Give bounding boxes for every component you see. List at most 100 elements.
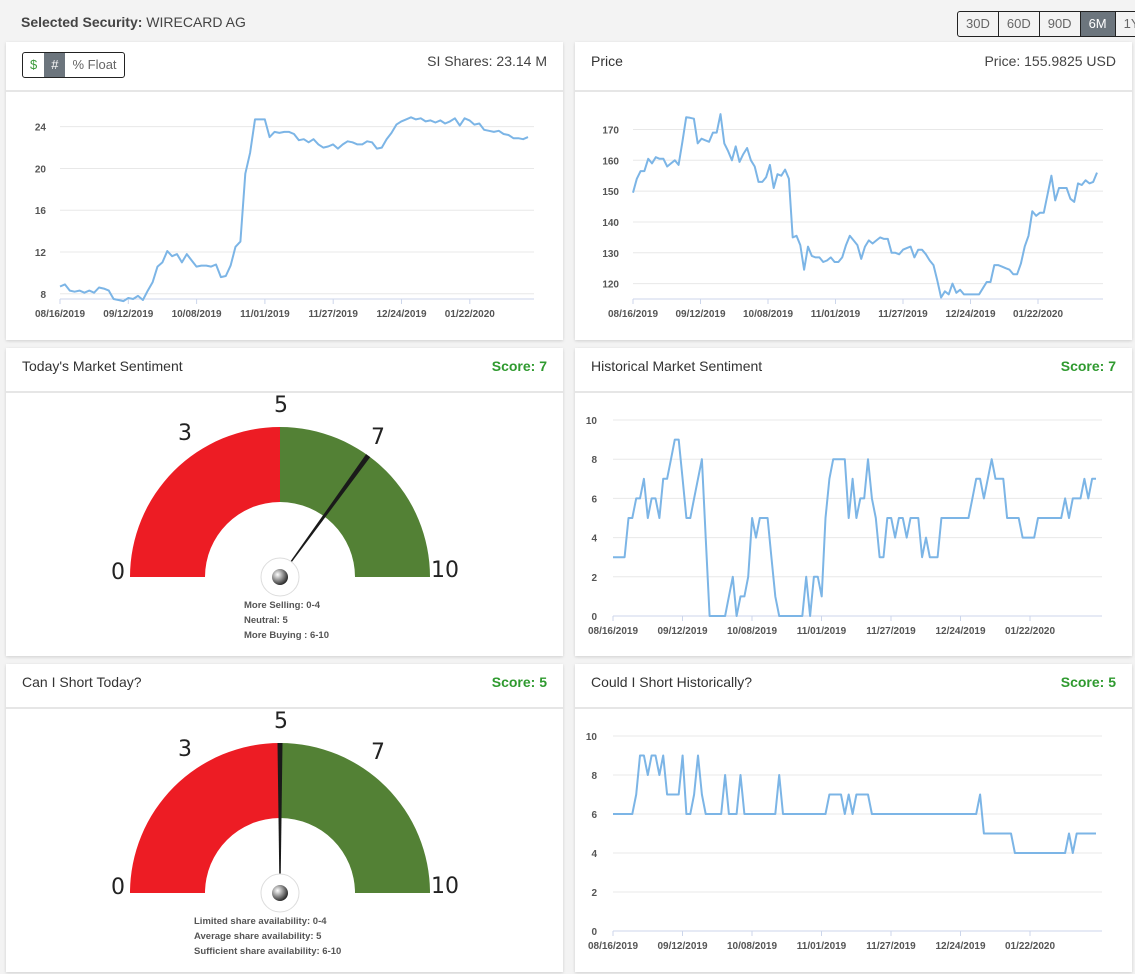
x-tick-label: 10/08/2019	[727, 941, 777, 952]
y-tick-label: 8	[591, 771, 597, 782]
y-tick-label: 2	[591, 888, 597, 899]
x-tick-label: 09/12/2019	[103, 309, 153, 320]
y-tick-label: 8	[591, 455, 597, 466]
range-30d-button[interactable]: 30D	[966, 16, 990, 31]
dial-label: 5	[274, 709, 288, 734]
series-line	[632, 113, 1098, 299]
panel-header: Price Price: 155.9825 USD	[575, 42, 1132, 92]
x-tick-label: 11/27/2019	[308, 309, 358, 320]
x-tick-label: 01/22/2020	[1005, 626, 1055, 637]
x-tick-label: 11/01/2019	[240, 309, 290, 320]
score-label: Score: 5	[1060, 674, 1116, 690]
gauge-legend: More Selling: 0-4 Neutral: 5 More Buying…	[244, 598, 329, 643]
y-tick-label: 4	[591, 534, 597, 545]
selected-security-value: WIRECARD AG	[146, 14, 246, 30]
x-tick-label: 09/12/2019	[657, 626, 707, 637]
x-tick-label: 08/16/2019	[588, 941, 638, 952]
x-tick-label: 11/01/2019	[797, 941, 847, 952]
legend-item: Limited share availability: 0-4	[194, 916, 327, 927]
y-tick-label: 160	[602, 156, 619, 167]
dial-label: 3	[178, 737, 192, 762]
panel-title: Price	[591, 53, 623, 69]
x-tick-label: 12/24/2019	[376, 309, 426, 320]
y-tick-label: 16	[35, 206, 47, 217]
short-today-panel: Can I Short Today? Score: 5 0 3 5 7 10 Limit…	[6, 664, 563, 972]
x-tick-label: 12/24/2019	[935, 941, 985, 952]
x-tick-label: 08/16/2019	[35, 309, 85, 320]
unit-toggle: $ # % Float	[22, 52, 125, 78]
x-tick-label: 10/08/2019	[743, 309, 793, 320]
dollar-toggle-button[interactable]: $	[30, 57, 38, 72]
time-range-selector: 30D 60D 90D 6M 1Y	[957, 11, 1135, 37]
y-tick-label: 170	[602, 125, 619, 136]
y-tick-label: 24	[35, 123, 47, 134]
legend-item: Average share availability: 5	[194, 931, 322, 942]
dial-label: 3	[178, 421, 192, 446]
y-tick-label: 0	[591, 927, 597, 938]
panel-header: $ # % Float SI Shares: 23.14 M	[6, 42, 563, 92]
todays-sentiment-panel: Today's Market Sentiment Score: 7 0 3 5 7 10…	[6, 348, 563, 656]
panel-title: Can I Short Today?	[22, 674, 142, 690]
x-tick-label: 12/24/2019	[935, 626, 985, 637]
selected-security-label: Selected Security:	[21, 14, 143, 30]
series-line	[59, 116, 529, 303]
si-chart: 8 12 16 20 24 08/16/2019 09/12/2019 10/08/2019 1…	[6, 91, 563, 340]
panel-title: Could I Short Historically?	[591, 674, 753, 690]
y-tick-label: 0	[591, 612, 597, 623]
x-tick-label: 10/08/2019	[172, 309, 222, 320]
short-history-panel: Could I Short Historically? Score: 5 0 2 4…	[575, 664, 1132, 972]
y-tick-label: 10	[586, 732, 598, 743]
series-line	[613, 438, 1096, 617]
x-tick-label: 11/01/2019	[811, 309, 861, 320]
needle-hub	[272, 885, 288, 901]
x-tick-label: 01/22/2020	[445, 309, 495, 320]
gauge-needle	[279, 454, 371, 578]
range-60d-button[interactable]: 60D	[997, 12, 1039, 36]
x-tick-label: 11/27/2019	[866, 626, 916, 637]
y-tick-label: 8	[40, 290, 46, 301]
gauge-needle	[277, 743, 283, 893]
price-summary: Price: 155.9825 USD	[984, 53, 1116, 69]
panel-header: Today's Market Sentiment Score: 7	[6, 348, 563, 393]
legend-item: Sufficient share availability: 6-10	[194, 946, 342, 957]
sentiment-gauge: 0 3 5 7 10 More Selling: 0-4 Neutral: 5 More…	[6, 393, 563, 656]
panel-title: Historical Market Sentiment	[591, 358, 763, 374]
dial-label: 5	[274, 393, 288, 418]
range-90d-button[interactable]: 90D	[1038, 12, 1080, 36]
panel-header: Could I Short Historically? Score: 5	[575, 664, 1132, 709]
y-tick-label: 130	[602, 249, 619, 260]
x-tick-label: 09/12/2019	[657, 941, 707, 952]
short-interest-panel: $ # % Float SI Shares: 23.14 M 8 12 16 20 24…	[6, 42, 563, 340]
short-gauge: 0 3 5 7 10 Limited share availability: 0-4 A…	[6, 709, 563, 972]
count-toggle-button[interactable]: #	[44, 53, 66, 77]
x-tick-label: 11/27/2019	[866, 941, 916, 952]
y-tick-label: 150	[602, 187, 619, 198]
score-label: Score: 7	[491, 358, 547, 374]
price-panel: Price Price: 155.9825 USD 120 130 140 150 16…	[575, 42, 1132, 340]
dial-label: 10	[431, 558, 459, 583]
y-tick-label: 12	[35, 248, 47, 259]
historical-sentiment-panel: Historical Market Sentiment Score: 7 0 2 4…	[575, 348, 1132, 656]
x-tick-label: 11/01/2019	[797, 626, 847, 637]
float-toggle-button[interactable]: % Float	[72, 57, 117, 72]
y-tick-label: 2	[591, 573, 597, 584]
x-tick-label: 01/22/2020	[1013, 309, 1063, 320]
y-tick-label: 20	[35, 164, 47, 175]
score-label: Score: 7	[1060, 358, 1116, 374]
legend-item: More Selling: 0-4	[244, 600, 321, 611]
x-tick-label: 01/22/2020	[1005, 941, 1055, 952]
panel-header: Can I Short Today? Score: 5	[6, 664, 563, 709]
legend-item: Neutral: 5	[244, 615, 288, 626]
dial-label: 0	[111, 875, 125, 900]
y-tick-label: 120	[602, 280, 619, 291]
range-6m-button[interactable]: 6M	[1079, 12, 1115, 36]
panel-header: Historical Market Sentiment Score: 7	[575, 348, 1132, 393]
legend-item: More Buying : 6-10	[244, 630, 329, 641]
x-tick-label: 10/08/2019	[727, 626, 777, 637]
score-label: Score: 5	[491, 674, 547, 690]
historical-sentiment-chart: 0 2 4 6 8 10 08/16/2019 09/12/2019 10/08/2019 11/…	[575, 393, 1132, 656]
dial-label: 0	[111, 560, 125, 585]
range-1y-button[interactable]: 1Y	[1114, 12, 1135, 36]
y-tick-label: 10	[586, 416, 598, 427]
gauge-green-segment	[280, 743, 430, 893]
